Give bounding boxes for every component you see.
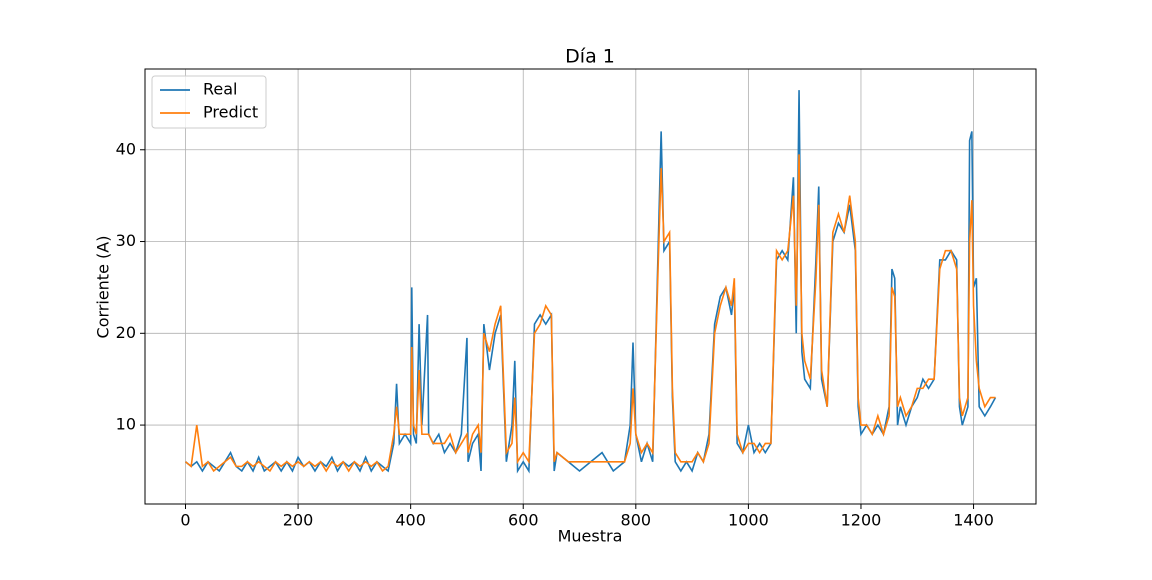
data-line	[184, 90, 997, 474]
legend-label: Real	[203, 80, 238, 99]
x-tick-label: 400	[395, 511, 426, 530]
legend-box	[151, 75, 267, 129]
plot-frame	[144, 68, 1037, 505]
legend-label: Predict	[203, 103, 258, 122]
y-tick-label: 10	[116, 415, 136, 434]
chart-title: Día 1	[565, 46, 615, 68]
x-tick-label: 0	[180, 511, 190, 530]
y-tick-label: 20	[116, 323, 136, 342]
x-tick-label: 1200	[841, 511, 882, 530]
x-tick-label: 1000	[728, 511, 769, 530]
y-tick-label: 30	[116, 231, 136, 250]
x-tick-label: 600	[508, 511, 539, 530]
x-tick-label: 200	[283, 511, 314, 530]
x-axis-label: Muestra	[558, 527, 623, 546]
x-tick-label: 800	[621, 511, 652, 530]
y-tick-label: 40	[116, 139, 136, 158]
y-axis-label: Corriente (A)	[94, 236, 113, 339]
data-line	[184, 154, 996, 473]
x-tick-label: 1400	[953, 511, 994, 530]
